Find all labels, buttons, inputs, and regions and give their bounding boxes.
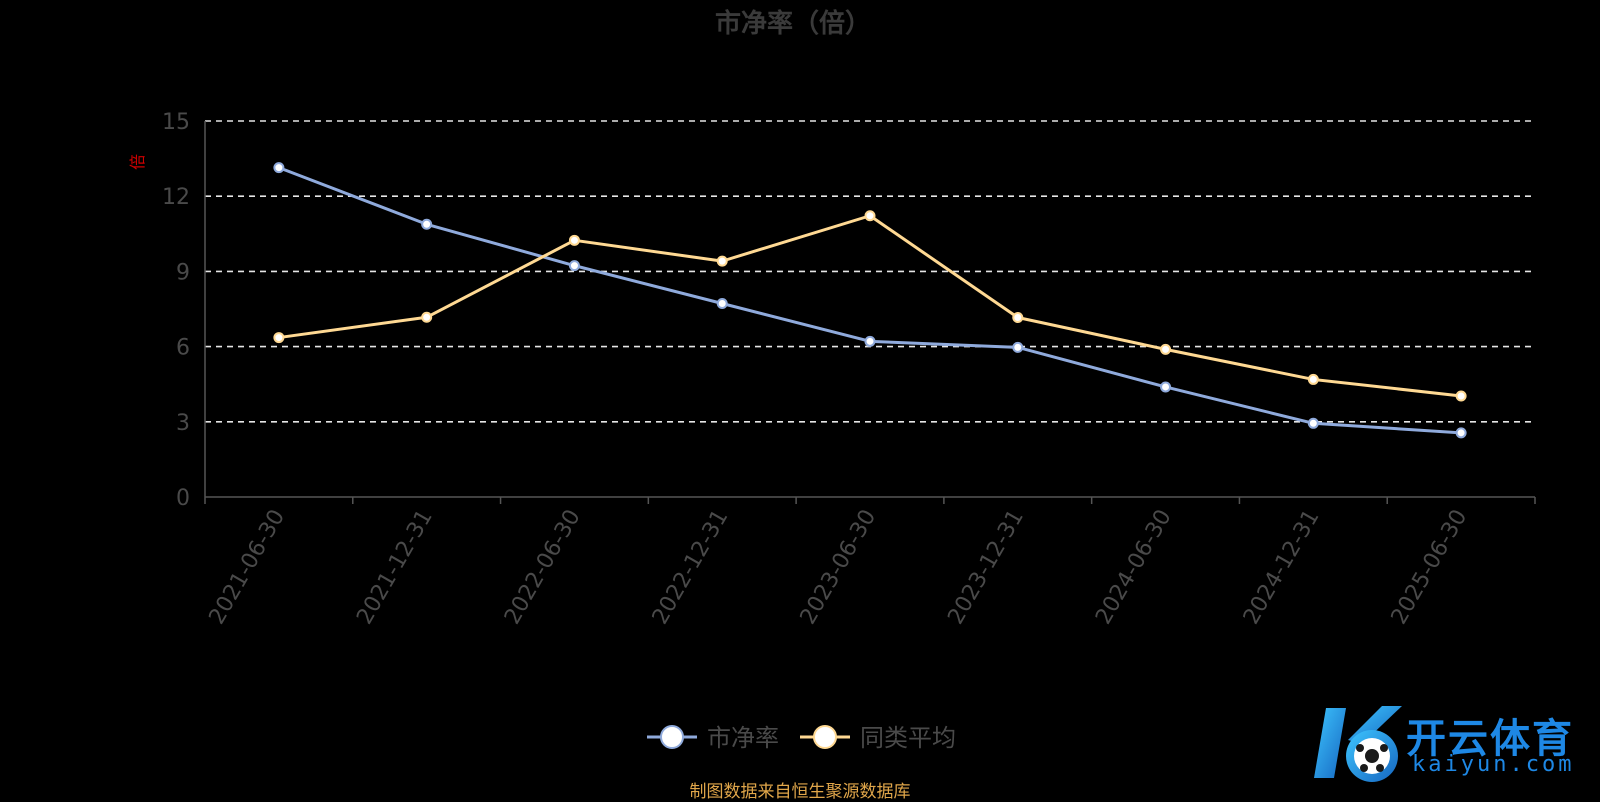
x-tick-label: 2024-06-30 [1091,506,1177,629]
legend-item-1[interactable]: 同类平均 [800,724,956,752]
y-tick-label: 6 [176,336,190,361]
data-point[interactable] [273,332,285,344]
data-point[interactable] [421,311,433,323]
legend-item-0[interactable]: 市净率 [647,724,779,752]
series-line [278,214,1462,398]
x-tick-label: 2023-06-30 [796,506,882,629]
legend[interactable]: 市净率 同类平均 [647,724,956,752]
y-tick-label: 0 [176,486,190,511]
legend-label: 市净率 [707,724,779,752]
gridlines [205,120,1535,423]
x-tick-label: 2023-12-31 [943,506,1029,629]
y-tick-label: 12 [162,185,190,210]
data-point[interactable] [1307,417,1319,429]
legend-label: 同类平均 [860,724,956,752]
data-point[interactable] [864,335,876,347]
data-point[interactable] [1012,312,1024,324]
y-tick-label: 9 [176,260,190,285]
data-point[interactable] [716,255,728,267]
series-1 [273,210,1467,402]
chart-title: 市净率（倍） [715,8,871,39]
data-point[interactable] [273,162,285,174]
source-note: 制图数据来自恒生聚源数据库 [689,782,911,802]
watermark-en: kaiyun.com [1412,752,1575,777]
x-tick-label: 2021-12-31 [352,505,438,628]
data-point[interactable] [1160,343,1172,355]
x-tick-label: 2024-12-31 [1239,506,1325,629]
y-tick-label: 3 [176,411,190,436]
data-point[interactable] [1012,341,1024,353]
data-point[interactable] [1455,390,1467,402]
data-point[interactable] [716,297,728,309]
series-0 [273,162,1467,439]
series-lines [273,162,1467,439]
data-point[interactable] [1455,427,1467,439]
x-tick-label: 2022-06-30 [500,506,586,629]
data-point[interactable] [421,218,433,230]
data-point[interactable] [1307,373,1319,385]
watermark-logo: 开云体育 kaiyun.com [1312,700,1594,790]
axes: 0 3 6 9 12 15 2021-06-30 2021-12-31 2022-06-30 20… [162,110,1536,629]
watermark-cn: 开云体育 [1406,716,1574,762]
legend-marker [660,725,684,749]
data-point[interactable] [864,210,876,222]
y-tick-label: 15 [162,110,190,135]
y-axis-unit: 倍 [128,154,147,170]
data-point[interactable] [568,260,580,272]
x-tick-label: 2025-06-30 [1387,506,1473,629]
data-point[interactable] [1160,381,1172,393]
kaiyun-logo-icon [1314,706,1402,782]
legend-marker [813,725,837,749]
x-tick-label: 2021-06-30 [205,506,291,629]
data-point[interactable] [568,234,580,246]
x-tick-label: 2022-12-31 [648,506,734,629]
